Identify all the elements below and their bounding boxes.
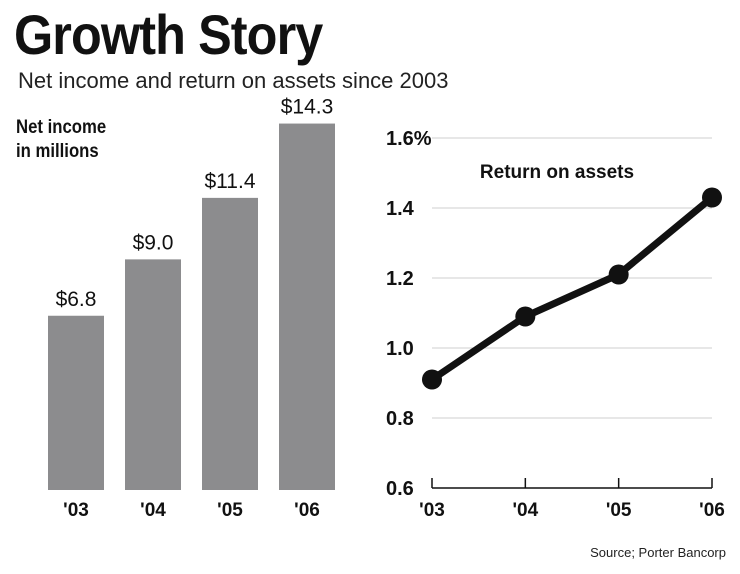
y-tick-label-2: 1.0 [386, 338, 414, 360]
source-note: Source; Porter Bancorp [590, 545, 726, 560]
net-income-label-line-1: Net income [16, 117, 107, 138]
roa-point-1 [515, 306, 536, 327]
line-x-tick-label-1: '04 [513, 500, 539, 521]
bar-data-label-2: $11.4 [205, 170, 256, 193]
chart-title: Growth Story [14, 3, 323, 66]
y-tick-label-4: 1.4 [386, 198, 415, 220]
bar-x-tick-label-0: '03 [63, 500, 89, 521]
bar-data-label-3: $14.3 [281, 96, 334, 119]
net-income-label-line-2: in millions [16, 141, 99, 162]
y-tick-label-3: 1.2 [386, 268, 414, 290]
bar-2 [202, 197, 258, 490]
bar-3 [279, 123, 335, 490]
bar-x-tick-label-3: '06 [294, 500, 320, 521]
line-x-tick-label-3: '06 [699, 500, 725, 521]
roa-series-line [428, 194, 716, 383]
bar-x-tick-label-2: '05 [217, 500, 243, 521]
bar-0 [48, 315, 104, 490]
bar-data-label-1: $9.0 [133, 231, 174, 254]
line-chart-title: Return on assets [480, 162, 634, 183]
y-tick-label-5: 1.6% [386, 128, 432, 150]
bar-data-label-0: $6.8 [56, 288, 97, 311]
roa-point-0 [422, 369, 442, 390]
chart-subtitle: Net income and return on assets since 20… [18, 68, 449, 93]
line-x-tick-label-0: '03 [419, 500, 445, 521]
roa-point-2 [608, 264, 629, 285]
bar-x-tick-label-1: '04 [140, 500, 166, 521]
roa-point-3 [702, 187, 722, 208]
net-income-label: Net income in millions [16, 116, 106, 164]
line-x-tick-label-2: '05 [606, 500, 632, 521]
y-tick-label-0: 0.6 [386, 478, 414, 500]
y-tick-label-1: 0.8 [386, 408, 414, 430]
bar-1 [125, 259, 181, 490]
